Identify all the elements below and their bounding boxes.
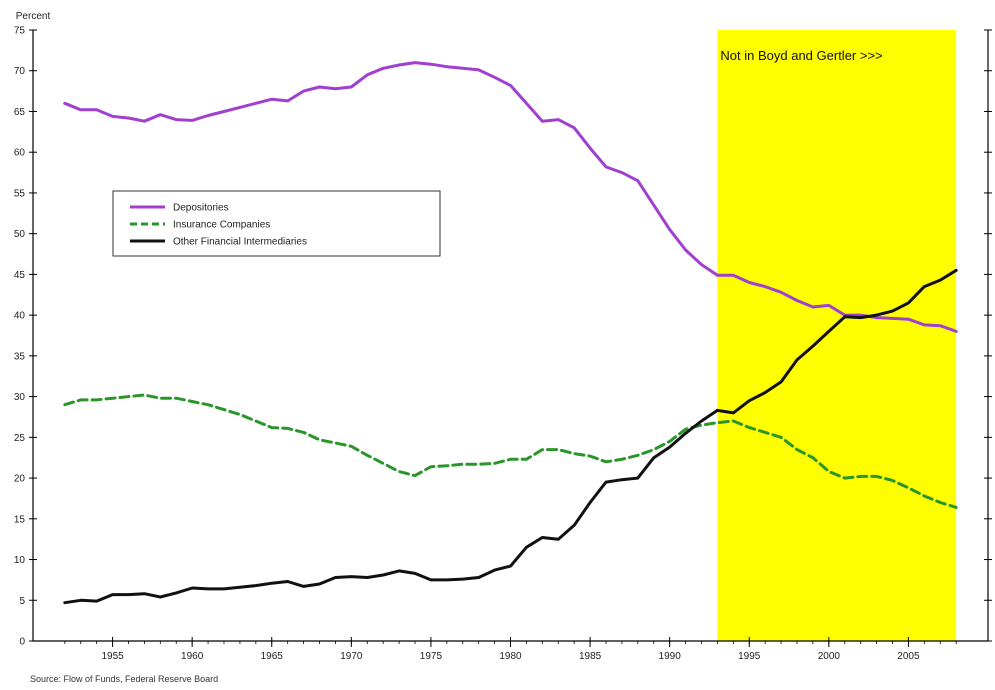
y-tick-label: 25	[14, 433, 26, 444]
y-tick-label: 65	[14, 107, 26, 118]
y-tick-label: 20	[14, 474, 26, 485]
legend-box	[112, 190, 441, 257]
y-tick-label: 60	[14, 148, 26, 159]
y-tick-label: 45	[14, 270, 26, 281]
y-tick-label: 75	[14, 26, 26, 37]
x-tick-label: 1990	[659, 651, 682, 662]
x-tick-label: 1965	[261, 651, 284, 662]
y-tick-label: 15	[14, 514, 26, 525]
series-line-other-financial-intermediaries	[63, 268, 958, 605]
y-tick-label: 0	[19, 637, 25, 648]
legend-label-other-financial-intermediaries: Other Financial Intermediaries	[173, 237, 307, 248]
y-tick-label: 40	[14, 311, 26, 322]
x-tick-label: 1975	[420, 651, 443, 662]
series-line-insurance-companies	[63, 393, 958, 509]
x-tick-label: 1980	[499, 651, 522, 662]
legend-label-insurance-companies: Insurance Companies	[173, 220, 270, 231]
highlight-region	[717, 30, 957, 641]
x-tick-label: 1970	[340, 651, 363, 662]
y-tick-label: 30	[14, 392, 26, 403]
y-tick-label: 50	[14, 229, 26, 240]
series-layer	[63, 61, 958, 605]
series-line-depositories	[63, 61, 958, 333]
legend-label-depositories: Depositories	[173, 203, 229, 214]
y-axis-title: Percent	[16, 11, 51, 22]
x-tick-label: 1995	[738, 651, 761, 662]
x-tick-label: 1955	[101, 651, 124, 662]
y-tick-label: 55	[14, 188, 26, 199]
highlight-label: Not in Boyd and Gertler >>>	[720, 48, 882, 63]
source-note: Source: Flow of Funds, Federal Reserve B…	[30, 674, 218, 684]
axes: 0 5 10 15 20 25 30 35 40 45 50 55 60 65 70 75 1955 1960 19…	[14, 26, 992, 662]
y-tick-label: 35	[14, 351, 26, 362]
legend: Depositories Insurance Companies Other Fin…	[112, 190, 441, 257]
y-tick-label: 5	[19, 596, 25, 607]
x-tick-label: 2000	[818, 651, 841, 662]
x-tick-label: 2005	[897, 651, 920, 662]
x-tick-label: 1985	[579, 651, 602, 662]
y-tick-label: 70	[14, 66, 26, 77]
x-tick-label: 1960	[181, 651, 204, 662]
y-tick-label: 10	[14, 555, 26, 566]
